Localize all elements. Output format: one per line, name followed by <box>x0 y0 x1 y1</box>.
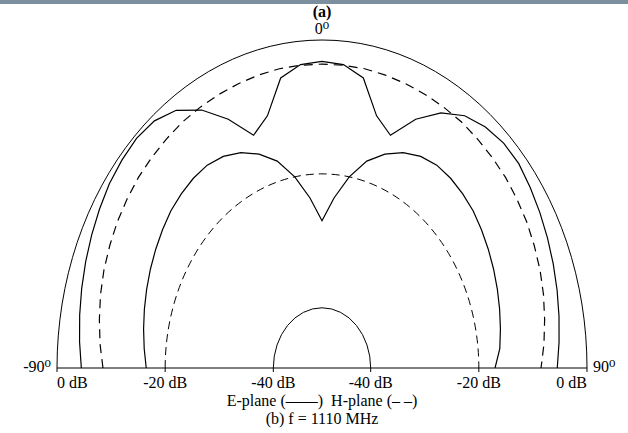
tick-label: -40 dB <box>251 374 295 391</box>
radial-axis: -40 dB -40 dB -20 dB -20 dB 0 dB 0 dB <box>57 368 587 391</box>
angle-axis: -90⁰ 0⁰ 90⁰ <box>23 20 615 375</box>
tick-label: 0⁰ <box>315 20 329 37</box>
tick-mark <box>478 368 479 372</box>
legend-entry: E-plane (——) <box>227 392 323 410</box>
grid-circle <box>273 308 370 368</box>
tick-mark <box>370 368 371 372</box>
page: {"chart_data": {"type": "polar", "title"… <box>0 0 628 433</box>
tick-label: -90⁰ <box>23 358 51 375</box>
tick-mark <box>57 368 58 372</box>
legend: E-plane (——) H-plane (– –) <box>227 392 418 410</box>
chart: -40 dB -40 dB -20 dB -20 dB 0 dB 0 dB -90⁰ 0⁰ 90… <box>0 0 628 433</box>
tick-label: 0 dB <box>556 374 587 391</box>
grid-circle <box>57 40 587 368</box>
annotation: (a) <box>313 3 332 21</box>
tick-label: -20 dB <box>143 374 187 391</box>
tick-mark <box>273 368 274 372</box>
tick-mark <box>587 368 588 372</box>
series-line <box>80 61 559 368</box>
tick-label: 90⁰ <box>593 358 615 375</box>
tick-label: -20 dB <box>457 374 501 391</box>
tick-label: -40 dB <box>349 374 393 391</box>
tick-mark <box>165 368 166 372</box>
grid <box>57 40 587 368</box>
grid-circle <box>165 174 479 368</box>
tick-label: 0 dB <box>57 374 88 391</box>
axis-line <box>57 368 587 369</box>
legend-entry: H-plane (– –) <box>331 392 417 410</box>
series-line <box>99 64 544 368</box>
title: (b) f = 1110 MHz <box>266 410 379 428</box>
plot-area <box>80 61 559 368</box>
